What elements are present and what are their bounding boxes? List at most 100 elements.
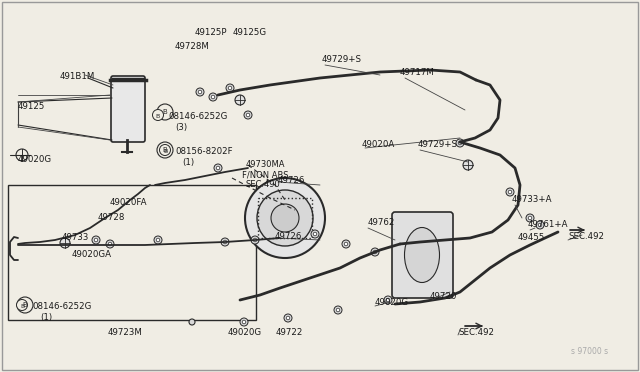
Text: 49020FA: 49020FA — [110, 198, 147, 207]
Text: 08146-6252G: 08146-6252G — [32, 302, 92, 311]
Circle shape — [336, 308, 340, 312]
FancyBboxPatch shape — [111, 76, 145, 142]
Circle shape — [157, 142, 173, 158]
Circle shape — [342, 240, 350, 248]
Text: 49717M: 49717M — [400, 68, 435, 77]
Circle shape — [463, 160, 473, 170]
Circle shape — [251, 236, 259, 244]
Text: 08146-6252G: 08146-6252G — [168, 112, 227, 121]
Text: 49733: 49733 — [62, 233, 90, 242]
Text: 49020G: 49020G — [375, 298, 409, 307]
Circle shape — [538, 223, 542, 227]
Text: 49723M: 49723M — [108, 328, 143, 337]
Text: 49125: 49125 — [18, 102, 45, 111]
Circle shape — [528, 216, 532, 220]
Text: SEC.492: SEC.492 — [458, 328, 494, 337]
Text: B: B — [163, 109, 168, 115]
Circle shape — [334, 306, 342, 314]
Text: 49733+A: 49733+A — [512, 195, 552, 204]
Circle shape — [245, 178, 325, 258]
Text: 49125G: 49125G — [233, 28, 267, 37]
Text: 49729+S: 49729+S — [322, 55, 362, 64]
Text: B: B — [163, 148, 167, 154]
Circle shape — [242, 320, 246, 324]
Circle shape — [159, 144, 170, 155]
Circle shape — [257, 190, 313, 246]
FancyBboxPatch shape — [392, 212, 453, 298]
Circle shape — [94, 238, 98, 242]
Circle shape — [246, 113, 250, 117]
Text: 49729+S: 49729+S — [418, 140, 458, 149]
Circle shape — [253, 238, 257, 242]
Circle shape — [189, 319, 195, 325]
Circle shape — [209, 93, 217, 101]
Circle shape — [344, 242, 348, 246]
Circle shape — [240, 318, 248, 326]
Text: (1): (1) — [182, 158, 194, 167]
Bar — [8, 185, 256, 320]
Ellipse shape — [404, 228, 440, 282]
Text: 49728M: 49728M — [175, 42, 210, 51]
Circle shape — [226, 84, 234, 92]
Text: 08156-8202F: 08156-8202F — [175, 147, 232, 156]
Text: SEC.490: SEC.490 — [246, 180, 281, 189]
Circle shape — [92, 236, 100, 244]
Circle shape — [286, 316, 290, 320]
Text: 49020G: 49020G — [228, 328, 262, 337]
Circle shape — [196, 88, 204, 96]
Text: (3): (3) — [175, 123, 187, 132]
Circle shape — [244, 111, 252, 119]
Text: 49726: 49726 — [278, 176, 305, 185]
Circle shape — [17, 297, 33, 313]
Text: 49722: 49722 — [276, 328, 303, 337]
Text: 49730MA: 49730MA — [246, 160, 285, 169]
Circle shape — [371, 248, 379, 256]
Circle shape — [506, 188, 514, 196]
Circle shape — [536, 221, 544, 229]
Circle shape — [228, 86, 232, 90]
Circle shape — [157, 104, 173, 120]
Text: B: B — [20, 304, 24, 308]
Text: 491B1M: 491B1M — [60, 72, 95, 81]
Text: SEC.492: SEC.492 — [568, 232, 604, 241]
Text: 49761+A: 49761+A — [528, 220, 568, 229]
Text: 49455: 49455 — [518, 233, 545, 242]
Circle shape — [284, 314, 292, 322]
Circle shape — [271, 204, 299, 232]
Text: B: B — [156, 113, 160, 119]
Circle shape — [508, 190, 512, 194]
Circle shape — [108, 242, 112, 246]
Text: 49728: 49728 — [98, 213, 125, 222]
Circle shape — [313, 232, 317, 236]
Circle shape — [211, 95, 215, 99]
Circle shape — [152, 109, 163, 121]
Text: B: B — [22, 302, 28, 308]
Circle shape — [216, 166, 220, 170]
Circle shape — [156, 238, 160, 242]
Text: 49125P: 49125P — [195, 28, 227, 37]
Text: s 97000 s: s 97000 s — [571, 347, 608, 356]
Circle shape — [384, 296, 392, 304]
Circle shape — [458, 141, 462, 145]
Circle shape — [154, 236, 162, 244]
Circle shape — [526, 214, 534, 222]
Circle shape — [386, 298, 390, 302]
Circle shape — [221, 238, 229, 246]
Text: B: B — [163, 147, 168, 153]
Circle shape — [106, 240, 114, 248]
Circle shape — [214, 164, 222, 172]
Text: 49020GA: 49020GA — [72, 250, 112, 259]
Text: 49720: 49720 — [430, 292, 458, 301]
Circle shape — [311, 230, 319, 238]
Circle shape — [235, 95, 245, 105]
Bar — [258, 198, 312, 238]
Text: 49020G: 49020G — [18, 155, 52, 164]
Text: 49762: 49762 — [368, 218, 396, 227]
Circle shape — [456, 139, 464, 147]
Circle shape — [60, 238, 70, 248]
Text: F/NON ABS: F/NON ABS — [242, 170, 289, 179]
Circle shape — [223, 240, 227, 244]
Text: 49726: 49726 — [275, 232, 302, 241]
Text: (1): (1) — [40, 313, 52, 322]
Text: 49020A: 49020A — [362, 140, 396, 149]
